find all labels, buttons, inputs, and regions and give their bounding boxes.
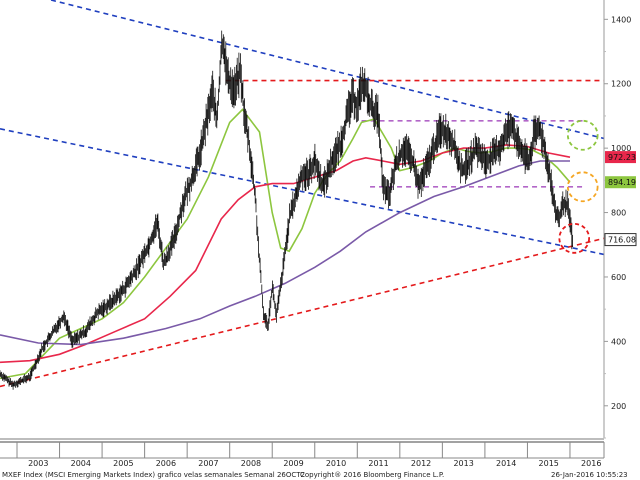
x-tick-label: 2015 <box>539 459 559 468</box>
y-tick-label: 800 <box>611 209 626 218</box>
footer-center: Copyright® 2016 Bloomberg Finance L.P. <box>300 471 445 479</box>
highlight-circle-3 <box>558 222 591 254</box>
x-tick-label: 2012 <box>411 459 431 468</box>
moving-average-line-3 <box>0 160 570 346</box>
x-tick-label: 2004 <box>71 459 91 468</box>
footer: MXEF Index (MSCI Emerging Markets Index)… <box>0 470 640 480</box>
price-tag-label-3: 716.08 <box>608 236 636 245</box>
axes: 200 400 600 800 1000 1200 1400 2003 2004 2005 2006… <box>0 0 631 468</box>
x-tick-label: 2003 <box>28 459 48 468</box>
price-tag-2 <box>605 176 636 189</box>
y-tick-label: 200 <box>611 402 626 411</box>
x-tick-label: 2011 <box>368 459 388 468</box>
x-tick-label: 2008 <box>241 459 261 468</box>
y-tick-label: 400 <box>611 337 626 346</box>
x-tick-label: 2007 <box>198 459 218 468</box>
highlight-circle-2 <box>566 171 599 203</box>
trend-line-3 <box>0 237 604 388</box>
x-tick-label: 2016 <box>581 459 601 468</box>
x-tick-label: 2006 <box>156 459 176 468</box>
plot-content <box>0 0 604 390</box>
x-tick-label: 2014 <box>496 459 516 468</box>
x-tick-label: 2013 <box>453 459 473 468</box>
highlight-circle-1 <box>566 119 599 151</box>
x-tick-label: 2010 <box>326 459 346 468</box>
y-tick-label: 1000 <box>611 144 631 153</box>
price-tag-3 <box>604 233 637 247</box>
price-tag-1 <box>605 151 636 164</box>
y-tick-label: 600 <box>611 273 626 282</box>
x-tick-label: 2009 <box>283 459 303 468</box>
x-axis-band <box>0 438 604 440</box>
price-tags: 972.23 894.19 716.08 <box>604 151 637 247</box>
footer-left: MXEF Index (MSCI Emerging Markets Index)… <box>2 471 305 479</box>
price-tag-label-1: 972.23 <box>608 153 636 162</box>
x-tick-label: 2005 <box>113 459 133 468</box>
y-tick-label: 1200 <box>611 80 631 89</box>
y-tick-label: 1400 <box>611 15 631 24</box>
plot-area <box>0 0 604 390</box>
footer-right: 26-Jan-2016 10:55:23 <box>551 471 628 479</box>
price-candles <box>0 30 573 390</box>
price-tag-label-2: 894.19 <box>608 178 636 187</box>
trend-line-2 <box>0 128 604 256</box>
